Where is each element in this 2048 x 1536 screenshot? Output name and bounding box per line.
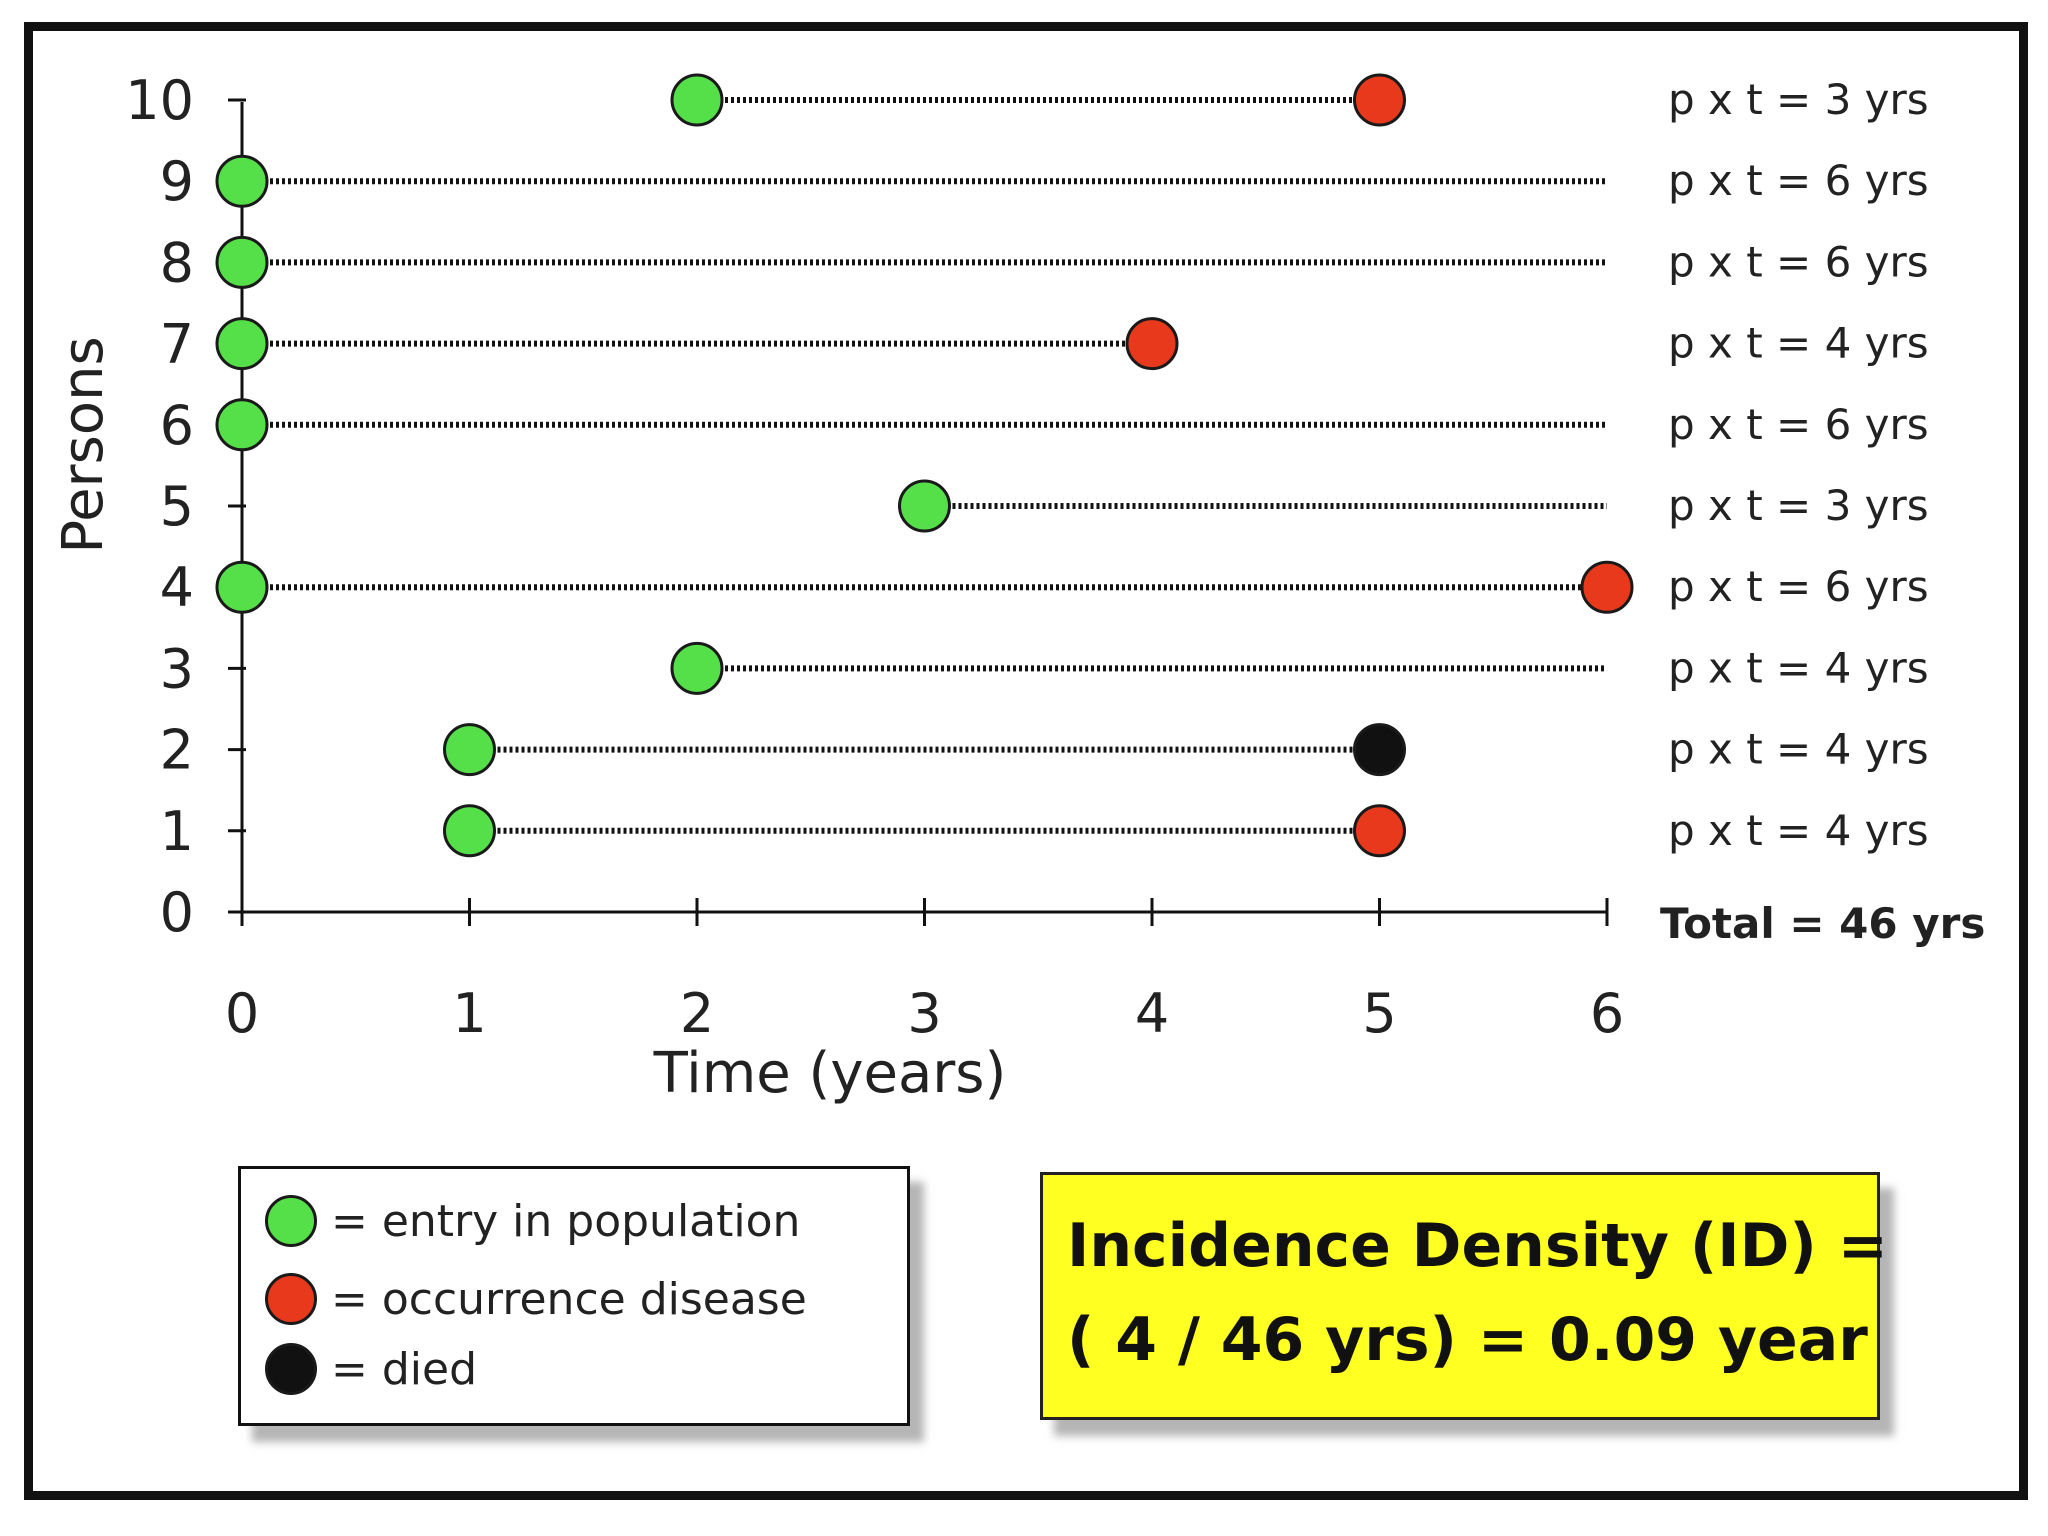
entry-point [670,641,724,695]
disease-point [1580,560,1634,614]
person-row: p x t = 3 yrs [670,73,1929,127]
incidence-density-line-2: ( 4 / 46 yrs) = 0.09 year [1067,1305,1868,1375]
ticks: 0 1 2 3 4 5 6 0 1 2 3 4 5 6 7 8 9 10 [125,69,1624,1045]
x-tick-label: 3 [907,982,941,1045]
person-time-label: p x t = 6 yrs [1668,237,1929,286]
person-row: p x t = 6 yrs [215,560,1929,614]
x-tick-label: 5 [1362,982,1396,1045]
person-time-label: p x t = 4 yrs [1668,319,1929,368]
death-point [1353,723,1406,777]
y-tick-label: 9 [160,150,194,213]
y-tick-label: 1 [160,800,194,863]
legend-item-entry: = entry in population [265,1191,800,1251]
entry-point [670,73,724,127]
x-tick-label: 1 [452,982,486,1045]
legend-label-died: = died [331,1343,478,1395]
disease-point [1353,804,1406,858]
x-tick-label: 0 [225,982,259,1045]
entry-point [898,479,951,533]
entry-point [215,317,269,371]
y-tick-label: 2 [160,719,194,782]
x-tick-label: 4 [1135,982,1169,1045]
y-tick-label: 3 [160,637,194,700]
entry-marker-icon [265,1195,317,1247]
person-series: p x t = 3 yrs p x t = 6 yrs p x t = 6 yrs p… [215,73,1929,858]
legend-item-disease: = occurrence disease [265,1269,807,1329]
legend-label-entry: = entry in population [331,1195,801,1247]
person-time-label: p x t = 4 yrs [1668,725,1929,774]
disease-marker-icon [265,1273,317,1325]
person-time-label: p x t = 4 yrs [1668,806,1929,855]
person-row: p x t = 6 yrs [215,154,1929,208]
person-time-label: p x t = 6 yrs [1668,156,1929,205]
legend-item-died: = died [265,1339,477,1399]
entry-point [215,560,269,614]
person-time-label: p x t = 3 yrs [1668,481,1929,530]
person-row: p x t = 6 yrs [215,398,1929,452]
died-marker-icon [265,1343,317,1395]
person-row: p x t = 4 yrs [443,723,1929,777]
y-tick-label: 10 [125,69,194,132]
person-row: p x t = 3 yrs [898,479,1929,533]
person-row: p x t = 6 yrs [215,235,1929,289]
incidence-density-box: Incidence Density (ID) = ( 4 / 46 yrs) =… [1040,1172,1888,1420]
person-row: p x t = 4 yrs [670,641,1929,695]
entry-point [215,398,269,452]
disease-point [1353,73,1406,127]
entry-point [215,235,269,289]
y-tick-label: 7 [160,313,194,376]
x-tick-label: 6 [1590,982,1624,1045]
legend-label-disease: = occurrence disease [331,1273,807,1325]
entry-point [443,723,496,777]
person-row: p x t = 4 yrs [215,317,1929,371]
axes: Time (years) Persons [51,102,1608,1106]
y-tick-label: 6 [160,394,194,457]
y-tick-label: 8 [160,231,194,294]
y-tick-label: 4 [160,556,194,619]
entry-point [443,804,496,858]
person-time-label: p x t = 6 yrs [1668,562,1929,611]
incidence-density-line-1: Incidence Density (ID) = [1067,1211,1888,1281]
y-axis-label: Persons [51,336,116,553]
person-time-label: p x t = 4 yrs [1668,643,1929,692]
total-label: Total = 46 yrs [1660,899,1985,948]
y-tick-label: 0 [160,881,194,944]
legend: = entry in population = occurrence disea… [238,1166,910,1426]
disease-point [1125,317,1179,371]
person-time-label: p x t = 3 yrs [1668,75,1929,124]
x-axis-label: Time (years) [653,1041,1007,1106]
person-row: p x t = 4 yrs [443,804,1929,858]
entry-point [215,154,269,208]
y-tick-label: 5 [160,475,194,538]
person-time-label: p x t = 6 yrs [1668,400,1929,449]
x-tick-label: 2 [680,982,714,1045]
